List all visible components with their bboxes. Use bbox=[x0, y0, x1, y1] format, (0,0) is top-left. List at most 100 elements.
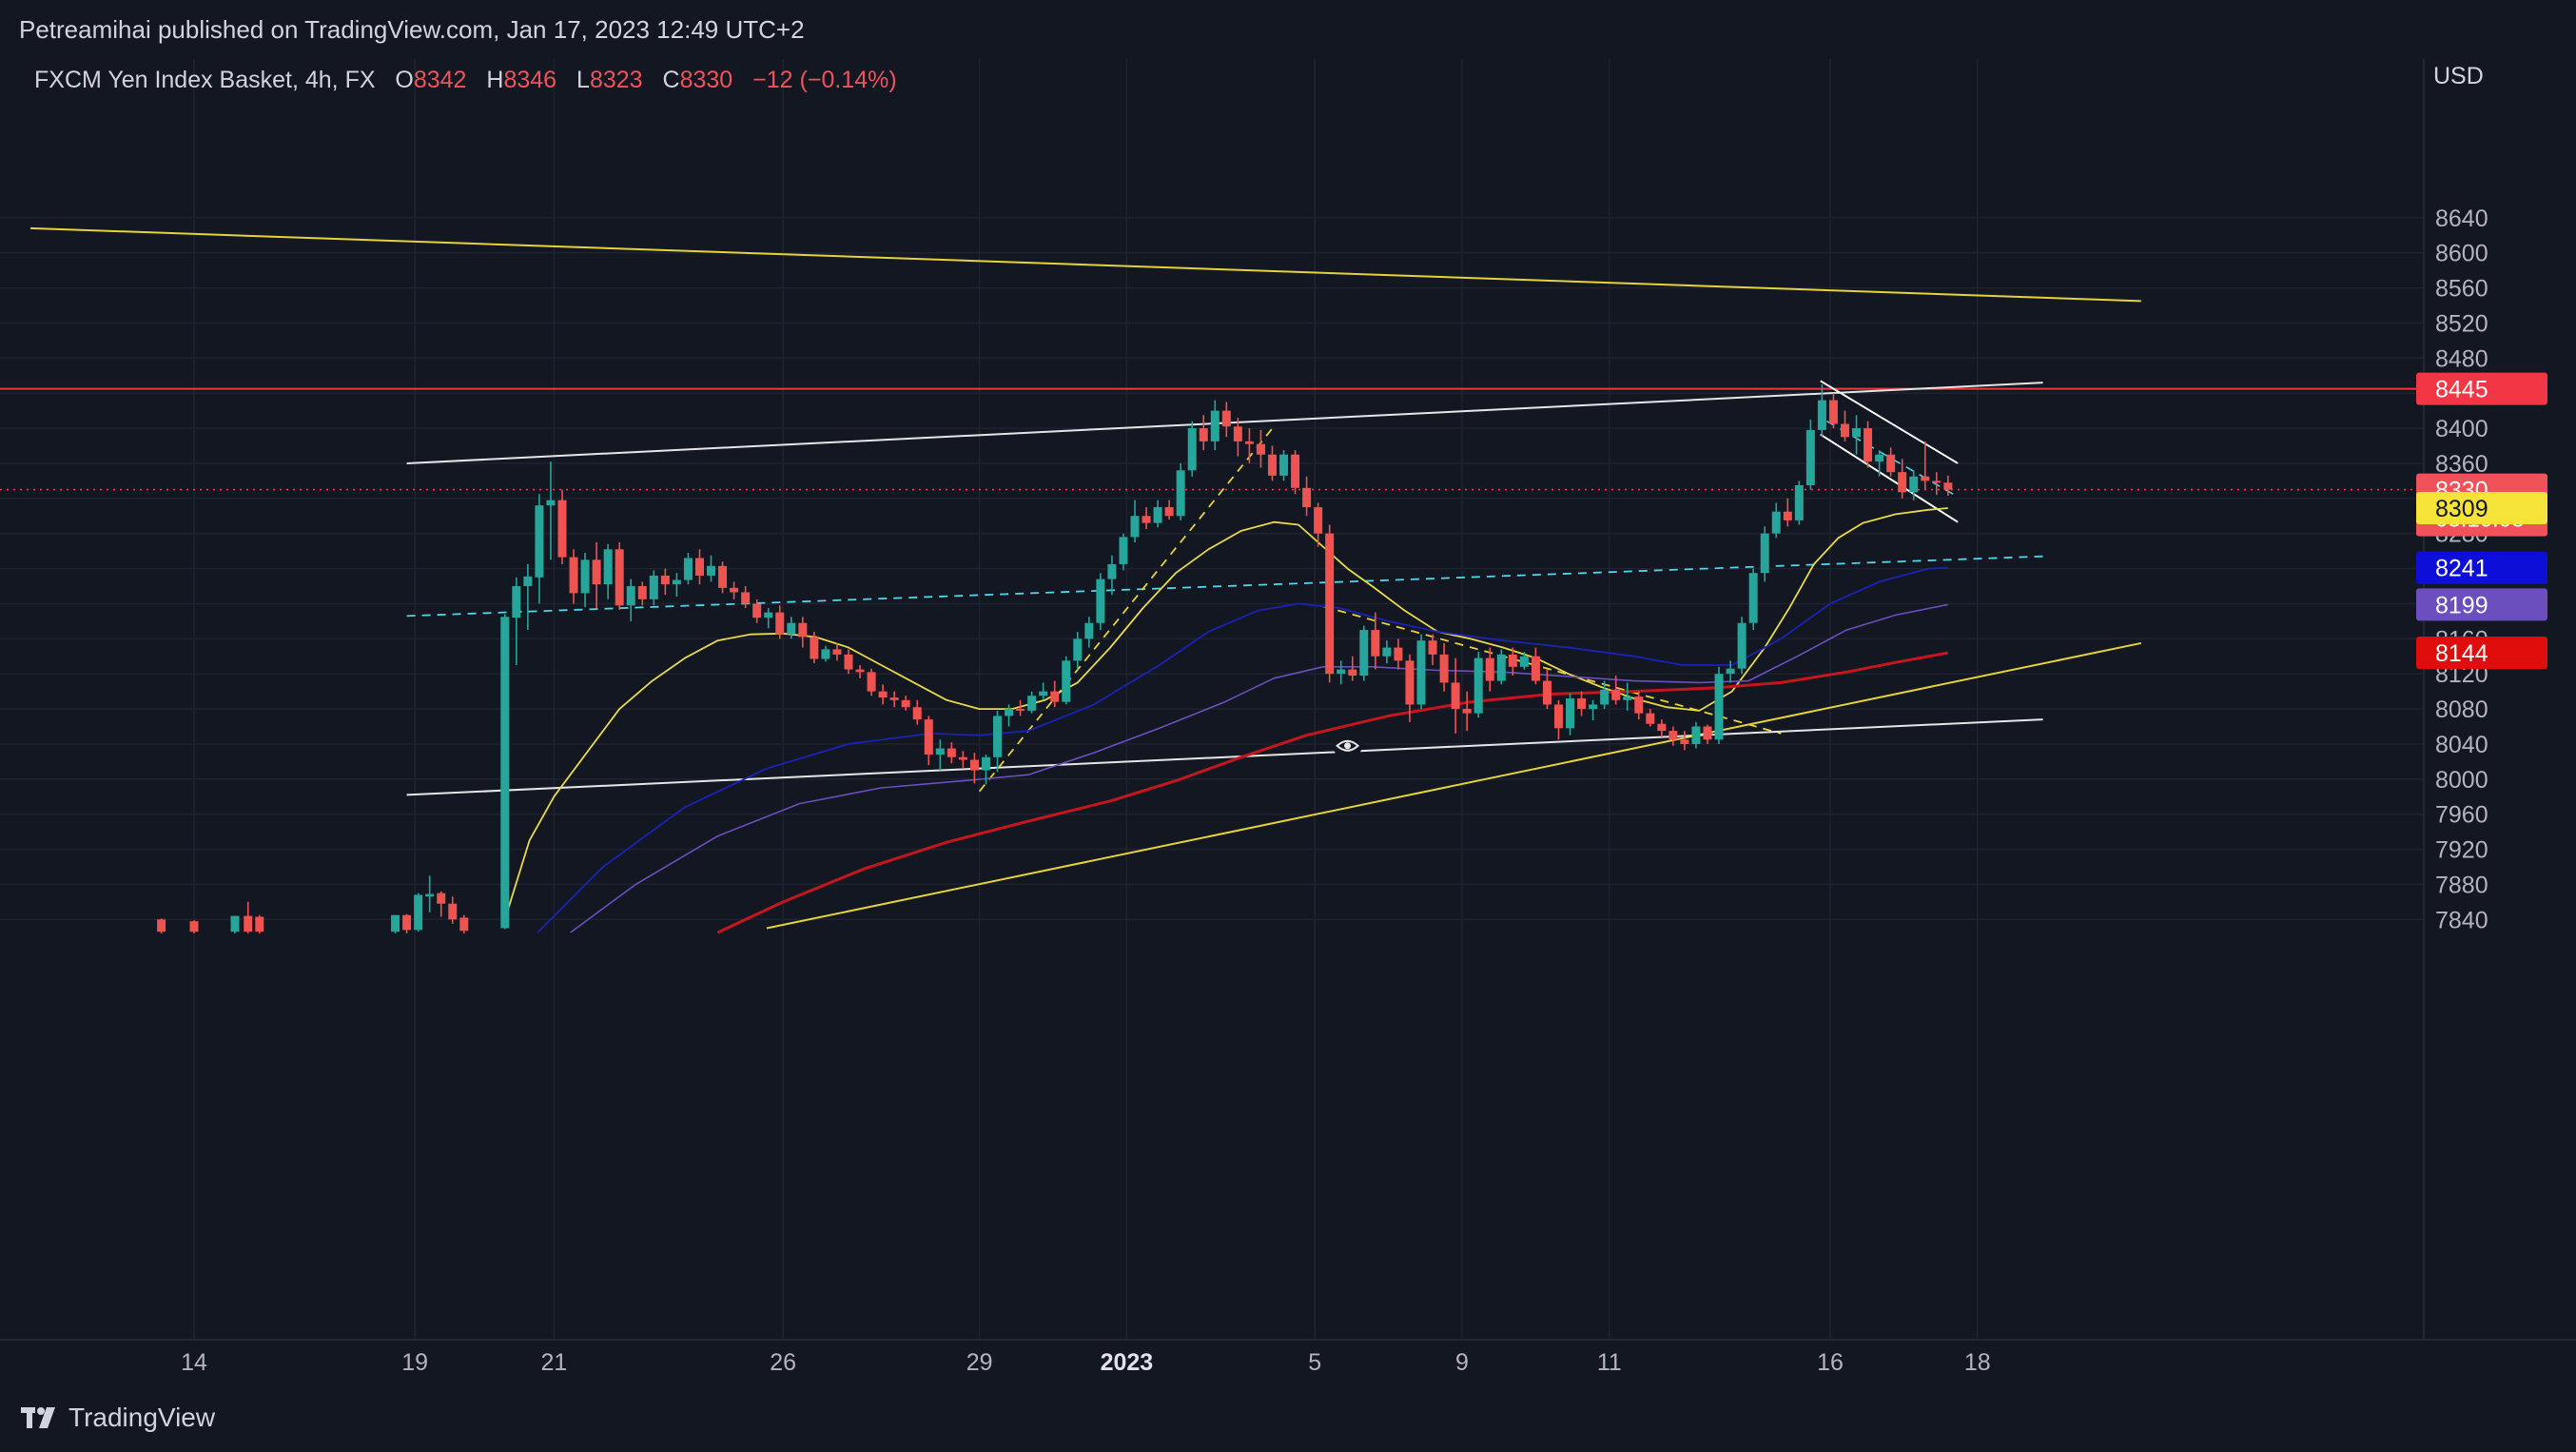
candle-body bbox=[1039, 691, 1048, 697]
price-badge-text: 8445 bbox=[2435, 377, 2488, 403]
candle-body bbox=[1244, 441, 1254, 444]
candle-up bbox=[1027, 691, 1037, 714]
candle-down bbox=[1828, 393, 1838, 429]
candle-down bbox=[244, 901, 253, 934]
candle-body bbox=[1875, 454, 1884, 462]
candle-up bbox=[1726, 660, 1735, 683]
candle-body bbox=[878, 691, 888, 698]
candle-down bbox=[1050, 680, 1060, 708]
candle-down bbox=[718, 561, 728, 594]
candle-up bbox=[1748, 568, 1758, 631]
candle-body bbox=[189, 921, 199, 932]
candle-down bbox=[1462, 691, 1472, 732]
time-tick-label: 29 bbox=[966, 1349, 993, 1376]
candle-up bbox=[1153, 500, 1162, 528]
candle-body bbox=[1359, 630, 1369, 677]
candle-up bbox=[1073, 631, 1083, 670]
candle-body bbox=[1187, 428, 1197, 471]
legend-change: −12 (−0.14%) bbox=[752, 67, 897, 93]
candle-up bbox=[1805, 419, 1815, 490]
candle-up bbox=[1909, 470, 1919, 500]
price-badge: 8309 bbox=[2416, 491, 2547, 524]
candle-body bbox=[1783, 511, 1792, 520]
candle-body bbox=[1073, 638, 1083, 661]
candle-down bbox=[969, 753, 979, 784]
candle-body bbox=[775, 612, 785, 635]
chart-grid bbox=[0, 59, 2424, 1340]
candle-body bbox=[1646, 713, 1655, 724]
candle-body bbox=[626, 586, 635, 606]
candle-down bbox=[832, 642, 842, 661]
candle-down bbox=[924, 716, 933, 766]
trend-lines[interactable] bbox=[0, 226, 2424, 930]
candle-body bbox=[637, 586, 647, 599]
candle-down bbox=[189, 920, 199, 934]
candle-body bbox=[1291, 454, 1300, 488]
candle-up bbox=[649, 570, 658, 606]
candle-up bbox=[672, 573, 681, 598]
candle-body bbox=[1828, 400, 1838, 424]
candle-up bbox=[1084, 617, 1094, 648]
candle-body bbox=[1314, 507, 1323, 534]
candle-down bbox=[1680, 731, 1689, 751]
symbol-legend[interactable]: FXCM Yen Index Basket, 4h, FX O8342 H834… bbox=[34, 67, 910, 94]
candle-body bbox=[1485, 657, 1494, 681]
price-tick-label: 7960 bbox=[2435, 802, 2488, 829]
candle-body bbox=[512, 586, 521, 618]
brand-name: TradingView bbox=[68, 1403, 216, 1432]
candle-up bbox=[1130, 500, 1140, 542]
candle-up bbox=[1875, 450, 1884, 477]
candle-up bbox=[707, 555, 716, 582]
price-badge: 8144 bbox=[2416, 637, 2547, 670]
moving-average-line bbox=[537, 566, 1948, 933]
candle-up bbox=[993, 710, 1003, 773]
candle-body bbox=[1519, 656, 1529, 667]
currency-label[interactable]: USD bbox=[2433, 63, 2484, 89]
candle-body bbox=[660, 575, 670, 585]
candle-body bbox=[1943, 482, 1953, 490]
tradingview-brand[interactable]: TradingView bbox=[21, 1403, 215, 1433]
candle-body bbox=[459, 917, 469, 932]
legend-close: 8330 bbox=[679, 67, 733, 93]
candle-up bbox=[512, 577, 521, 665]
candle-body bbox=[1050, 691, 1060, 702]
candle-body bbox=[1199, 428, 1208, 441]
candle-body bbox=[437, 893, 446, 904]
price-tick-label: 8400 bbox=[2435, 416, 2488, 442]
candle-down bbox=[1553, 699, 1563, 740]
candle-up bbox=[414, 893, 423, 932]
candle-body bbox=[1267, 454, 1277, 476]
candle-down bbox=[1256, 429, 1265, 468]
price-tick-label: 7880 bbox=[2435, 872, 2488, 898]
candle-body bbox=[707, 565, 716, 576]
candle-body bbox=[500, 617, 510, 929]
trend-line bbox=[766, 641, 2142, 930]
candle-body bbox=[1680, 739, 1689, 744]
candle-body bbox=[1886, 454, 1896, 473]
trend-line bbox=[1820, 380, 1959, 464]
candle-down bbox=[1485, 647, 1494, 692]
candle-body bbox=[592, 559, 601, 585]
time-tick-label: 14 bbox=[181, 1349, 207, 1376]
candle-up bbox=[626, 579, 635, 621]
candle-body bbox=[1726, 668, 1735, 675]
candle-body bbox=[546, 500, 556, 506]
candle-down bbox=[660, 568, 670, 596]
candle-body bbox=[1164, 507, 1174, 517]
candle-body bbox=[1394, 647, 1403, 661]
candle-up bbox=[1852, 415, 1862, 455]
price-badge: 8199 bbox=[2416, 588, 2547, 621]
time-tick-label: 11 bbox=[1597, 1349, 1622, 1376]
candle-body bbox=[1669, 731, 1678, 740]
candle-up bbox=[1771, 502, 1781, 539]
candle-body bbox=[1932, 481, 1942, 483]
candle-down bbox=[569, 549, 578, 604]
candle-body bbox=[1439, 654, 1449, 683]
candle-body bbox=[683, 558, 693, 580]
candle-up bbox=[935, 739, 945, 771]
candle-body bbox=[912, 707, 922, 720]
price-badge-text: 8144 bbox=[2435, 640, 2488, 667]
candle-down bbox=[1840, 410, 1849, 441]
candle-body bbox=[1382, 647, 1392, 657]
